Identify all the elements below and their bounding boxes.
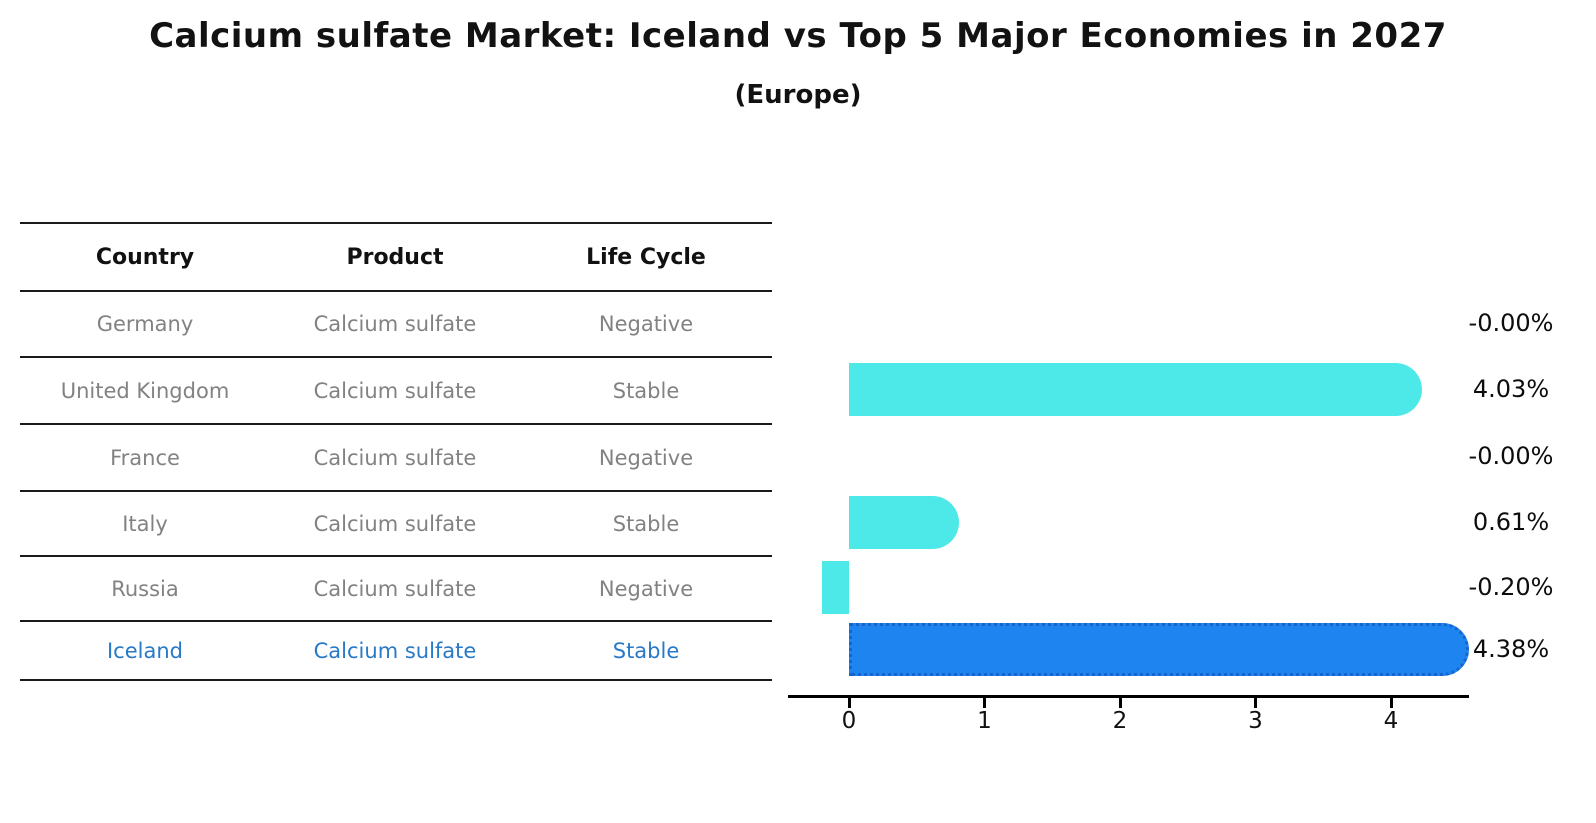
x-axis-tick-label-2: 2 — [1112, 708, 1128, 734]
lifecycle-cell: Negative — [598, 312, 694, 336]
bar-iceland — [849, 622, 1470, 676]
country-cell: Italy — [122, 511, 168, 536]
value-label-united-kingdom: 4.03% — [1472, 375, 1550, 403]
value-label-france: -0.00% — [1468, 442, 1554, 470]
country-cell: United Kingdom — [60, 378, 230, 403]
value-label-iceland: 4.38% — [1472, 635, 1550, 663]
table-header-row: Country Product Life Cycle — [20, 224, 772, 292]
x-axis-tick-label-4: 4 — [1383, 708, 1399, 734]
table-row-france: France Calcium sulfate Negative — [20, 425, 772, 492]
product-cell: Calcium sulfate — [313, 638, 477, 663]
x-axis-line — [788, 695, 1469, 698]
product-cell: Calcium sulfate — [313, 445, 477, 470]
lifecycle-cell: Negative — [598, 576, 694, 601]
chart-title: Calcium sulfate Market: Iceland vs Top 5… — [149, 16, 1447, 56]
country-cell: France — [110, 445, 180, 470]
chart-subtitle: (Europe) — [734, 80, 862, 110]
column-header-country: Country — [95, 244, 195, 270]
value-label-russia: -0.20% — [1468, 573, 1554, 601]
table-row-iceland: Iceland Calcium sulfate Stable — [20, 622, 772, 681]
table-row-germany: Germany Calcium sulfate Negative — [20, 292, 772, 358]
column-header-product: Product — [346, 244, 444, 270]
lifecycle-cell: Negative — [598, 445, 694, 470]
product-cell: Calcium sulfate — [313, 378, 477, 403]
x-axis-tick-0 — [847, 698, 851, 708]
country-table: Country Product Life Cycle Germany Calciu… — [20, 222, 772, 681]
country-cell: Russia — [111, 576, 179, 601]
column-header-lifecycle: Life Cycle — [586, 244, 706, 270]
product-cell: Calcium sulfate — [313, 511, 477, 536]
x-axis-tick-4 — [1389, 698, 1393, 708]
bar-russia — [821, 560, 849, 614]
product-cell: Calcium sulfate — [313, 312, 477, 336]
value-label-germany: -0.00% — [1468, 309, 1554, 337]
x-axis-tick-3 — [1254, 698, 1257, 708]
lifecycle-cell: Stable — [612, 511, 680, 536]
x-axis-tick-1 — [983, 698, 986, 708]
country-cell: Iceland — [106, 638, 183, 663]
country-cell: Germany — [96, 312, 194, 336]
value-label-italy: 0.61% — [1472, 508, 1550, 536]
bar-united-kingdom — [849, 362, 1423, 416]
lifecycle-cell: Stable — [612, 638, 680, 663]
x-axis-tick-label-0: 0 — [841, 708, 857, 734]
bar-italy — [849, 495, 959, 549]
x-axis-tick-label-3: 3 — [1248, 708, 1263, 734]
table-row-italy: Italy Calcium sulfate Stable — [20, 492, 772, 557]
lifecycle-cell: Stable — [612, 378, 680, 403]
table-row-united-kingdom: United Kingdom Calcium sulfate Stable — [20, 358, 772, 425]
table-row-russia: Russia Calcium sulfate Negative — [20, 557, 772, 622]
x-axis-tick-2 — [1118, 698, 1122, 708]
product-cell: Calcium sulfate — [313, 576, 477, 601]
x-axis-tick-label-1: 1 — [977, 708, 992, 734]
table-body: Germany Calcium sulfate Negative United Kin… — [20, 292, 772, 681]
